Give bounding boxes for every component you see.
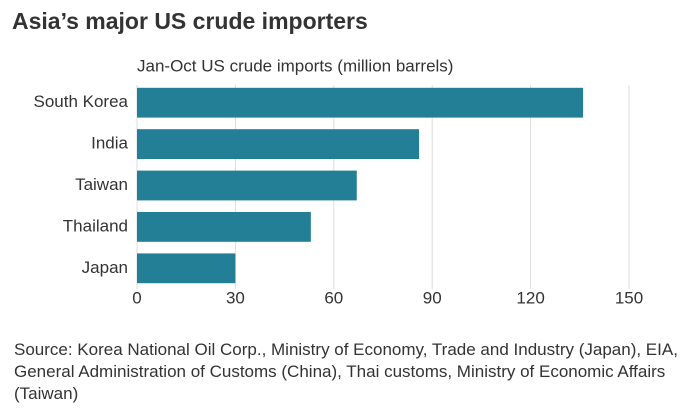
x-tick-label: 60 [324,288,343,307]
chart: Asia’s major US crude importers Jan-Oct … [12,8,643,307]
y-tick-label: Thailand [63,216,128,235]
y-tick-label: Taiwan [75,175,128,194]
x-tick-label: 0 [132,288,141,307]
x-tick-label: 30 [226,288,245,307]
bar [137,170,357,201]
bar [137,87,584,118]
bar [137,253,236,284]
y-tick-label: India [91,134,128,153]
x-tick-label: 90 [423,288,442,307]
y-tick-label: South Korea [33,92,128,111]
y-tick-label: Japan [82,258,128,277]
x-tick-label: 120 [516,288,544,307]
x-tick-label: 150 [615,288,643,307]
bar [137,211,311,242]
bar [137,129,420,160]
chart-subtitle: Jan-Oct US crude imports (million barrel… [137,56,453,75]
source-note: Source: Korea National Oil Corp., Minist… [14,340,678,403]
chart-title: Asia’s major US crude importers [12,8,368,34]
